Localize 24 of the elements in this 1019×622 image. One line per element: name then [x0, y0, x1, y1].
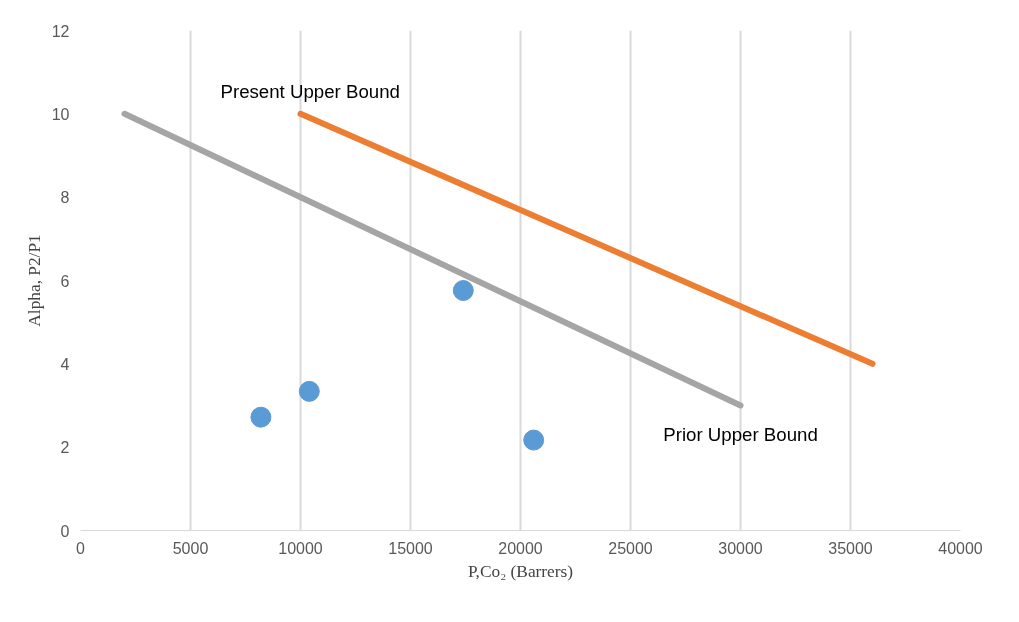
x-tick-label: 20000	[498, 539, 543, 557]
point	[523, 429, 545, 451]
series-label: Prior Upper Bound	[663, 423, 818, 445]
x-tick-label: 5000	[172, 539, 209, 557]
x-axis-title: P,Co₂ (Barrers)	[467, 561, 574, 581]
y-tick-label: 4	[60, 355, 70, 373]
x-tick-label: 0	[76, 539, 86, 557]
x-tick-label: 10000	[278, 539, 323, 557]
x-tick-label: 25000	[608, 539, 653, 557]
y-tick-label: 6	[60, 272, 70, 290]
x-tick-label: 40000	[938, 539, 983, 557]
y-tick-label: 0	[60, 522, 70, 540]
y-tick-label: 8	[60, 189, 70, 207]
y-tick-label: 12	[51, 22, 70, 40]
x-tick-label: 35000	[828, 539, 873, 557]
y-tick-label: 2	[60, 439, 70, 457]
series-label: Present Upper Bound	[220, 80, 400, 102]
x-tick-label: 15000	[388, 539, 433, 557]
point	[298, 380, 320, 402]
point	[452, 280, 474, 301]
x-tick-label: 30000	[718, 539, 763, 557]
y-axis-title: Alpha, P2/P1	[24, 234, 44, 327]
point	[250, 406, 272, 428]
y-tick-label: 10	[51, 105, 70, 123]
